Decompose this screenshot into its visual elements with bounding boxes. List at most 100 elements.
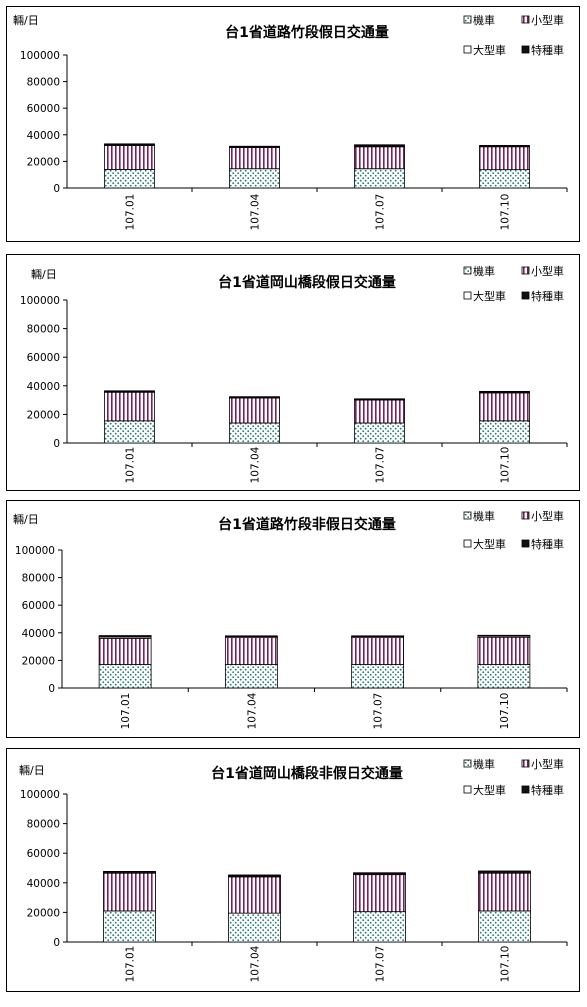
legend-swatch <box>463 266 472 275</box>
bar-segment-moto <box>228 912 281 943</box>
bar-segment-moto <box>224 664 278 689</box>
x-category-label: 107.10 <box>500 447 512 484</box>
legend-item-moto: 機車 <box>463 509 495 523</box>
bar-segment-moto <box>477 664 531 689</box>
bar-segment-moto <box>478 910 531 943</box>
bar-segment-small <box>351 637 405 665</box>
chart-title: 台1省道路竹段假日交通量 <box>225 24 389 41</box>
chart-1-svg: 台1省道路竹段假日交通量 輛/日 0 20000 40000 60000 80000 1000… <box>13 13 568 231</box>
chart-3-svg: 台1省道路竹段非假日交通量 輛/日 0 20000 40000 60000 80000 100… <box>13 509 568 730</box>
legend-swatch <box>521 759 530 768</box>
legend-label: 機車 <box>473 509 495 523</box>
bar-segment-moto <box>104 420 155 444</box>
bar-segment-moto <box>479 169 530 189</box>
y-tick-label: 20000 <box>27 907 60 919</box>
y-tick-label: 40000 <box>22 628 55 640</box>
bar-segment-small <box>104 145 155 170</box>
x-category-label: 107.04 <box>250 446 262 483</box>
bar-segment-small <box>224 637 278 665</box>
bar-segment-special <box>478 870 531 873</box>
legend-swatch <box>521 45 530 54</box>
y-tick-label: 20000 <box>27 156 60 168</box>
bar-segment-small <box>477 636 531 665</box>
y-tick-label: 20000 <box>22 655 55 667</box>
y-tick-label: 40000 <box>27 130 60 142</box>
y-tick-label: 80000 <box>27 324 60 336</box>
x-category-label: 107.04 <box>250 945 262 982</box>
legend-label: 大型車 <box>473 783 506 797</box>
legend-item-special: 特種車 <box>521 537 564 551</box>
x-category-label: 107.10 <box>500 946 512 983</box>
bar-segment-special <box>479 390 530 393</box>
bar-segment-special <box>354 144 405 147</box>
legend-swatch <box>463 45 472 54</box>
bar-segment-special <box>354 398 405 400</box>
y-tick-label: 40000 <box>27 878 60 890</box>
legend-item-moto: 機車 <box>463 13 495 27</box>
y-axis-label: 輛/日 <box>13 13 39 27</box>
legend-item-large: 大型車 <box>463 43 506 57</box>
y-tick-label: 100000 <box>20 50 60 62</box>
legend-swatch <box>521 266 530 275</box>
legend-label: 小型車 <box>531 509 564 523</box>
x-category-label: 107.04 <box>250 193 262 230</box>
bar-segment-special <box>104 390 155 392</box>
x-category-label: 107.04 <box>246 692 258 729</box>
legend-swatch <box>463 785 472 794</box>
y-axis-label: 輛/日 <box>31 267 57 281</box>
bar-segment-special <box>228 874 281 877</box>
y-tick-label: 80000 <box>27 819 60 831</box>
legend-label: 特種車 <box>531 43 564 57</box>
bar-segment-small <box>353 874 406 913</box>
legend-swatch <box>463 291 472 300</box>
bar-segment-special <box>229 145 280 148</box>
chart-panel-1: 台1省道路竹段假日交通量 輛/日 0 20000 40000 60000 80000 1000… <box>6 6 580 242</box>
x-category-label: 107.01 <box>125 194 137 231</box>
y-tick-label: 80000 <box>27 77 60 89</box>
bar-segment-small <box>98 637 152 665</box>
legend-swatch <box>521 291 530 300</box>
x-category-label: 107.07 <box>375 194 387 231</box>
bar-segment-moto <box>98 664 152 689</box>
x-category-label: 107.01 <box>125 946 137 983</box>
legend-item-moto: 機車 <box>463 264 495 278</box>
legend-item-small: 小型車 <box>521 509 564 523</box>
bar-segment-moto <box>479 420 530 444</box>
bar-segment-small <box>479 392 530 422</box>
bar-segment-special <box>351 635 405 637</box>
y-tick-label: 100000 <box>20 789 60 801</box>
legend-label: 小型車 <box>531 264 564 278</box>
x-category-label: 107.07 <box>375 946 387 983</box>
legend-label: 小型車 <box>531 757 564 771</box>
y-tick-label: 0 <box>53 937 60 949</box>
y-axis-label: 輛/日 <box>19 763 45 777</box>
y-axis-label: 輛/日 <box>13 512 39 526</box>
x-category-label: 107.07 <box>373 693 385 730</box>
bar-segment-small <box>354 399 405 424</box>
y-tick-label: 0 <box>48 683 55 695</box>
legend-label: 大型車 <box>473 43 506 57</box>
bar-segment-small <box>229 397 280 424</box>
legend-swatch <box>463 759 472 768</box>
bar-segment-special <box>224 635 278 637</box>
bar-segment-moto <box>229 168 280 189</box>
x-category-label: 107.10 <box>499 693 511 730</box>
bar-segment-special <box>479 145 530 147</box>
bar-segment-small <box>229 147 280 170</box>
bar-segment-moto <box>103 910 156 943</box>
bar-segment-small <box>354 146 405 170</box>
bar-segment-special <box>103 871 156 873</box>
legend-swatch <box>463 539 472 548</box>
y-tick-label: 60000 <box>22 600 55 612</box>
bar-segment-moto <box>229 422 280 444</box>
legend-swatch <box>463 511 472 520</box>
legend-item-large: 大型車 <box>463 537 506 551</box>
legend-label: 機車 <box>473 264 495 278</box>
legend-item-small: 小型車 <box>521 13 564 27</box>
x-category-label: 107.01 <box>120 693 132 730</box>
bar-segment-small <box>478 872 531 912</box>
legend-swatch <box>521 15 530 24</box>
chart-panel-4: 台1省道岡山橋段非假日交通量 輛/日 0 20000 40000 60000 80000 10… <box>6 748 580 992</box>
y-tick-label: 0 <box>53 183 60 195</box>
y-tick-label: 100000 <box>20 295 60 307</box>
